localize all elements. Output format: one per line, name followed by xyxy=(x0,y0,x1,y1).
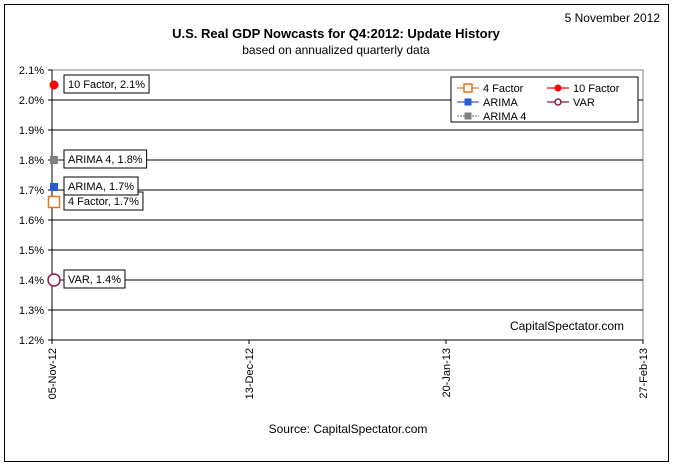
data-label-box xyxy=(63,74,150,94)
watermark: CapitalSpectator.com xyxy=(510,319,624,333)
legend-marker xyxy=(463,83,473,93)
data-label: 10 Factor, 2.1% xyxy=(68,79,145,91)
data-label-box xyxy=(63,149,148,169)
y-tick-label: 2.1% xyxy=(19,65,44,77)
data-label: 4 Factor, 1.7% xyxy=(68,196,139,208)
legend-marker xyxy=(554,98,562,106)
legend-label: ARIMA 4 xyxy=(483,111,526,123)
chart-title: U.S. Real GDP Nowcasts for Q4:2012: Upda… xyxy=(172,26,501,41)
legend-marker xyxy=(464,98,472,106)
data-point xyxy=(49,80,59,90)
y-tick-label: 1.5% xyxy=(19,245,44,257)
x-tick-label: 27-Feb-13 xyxy=(638,348,650,399)
x-tick-label: 13-Dec-12 xyxy=(244,348,256,399)
y-tick-label: 1.3% xyxy=(19,305,44,317)
legend-label: ARIMA xyxy=(483,97,519,109)
legend-label: 4 Factor xyxy=(483,83,524,95)
x-tick-label: 05-Nov-12 xyxy=(47,348,59,399)
y-tick-label: 1.8% xyxy=(19,155,44,167)
y-tick-label: 1.2% xyxy=(19,335,44,347)
date-stamp: 5 November 2012 xyxy=(565,11,661,25)
y-tick-label: 1.6% xyxy=(19,215,44,227)
x-axis: 05-Nov-12 13-Dec-12 20-Jan-13 27-Feb-13 xyxy=(47,340,650,399)
data-label: VAR, 1.4% xyxy=(68,274,121,286)
x-tick-label: 20-Jan-13 xyxy=(441,348,453,398)
data-point xyxy=(50,156,58,164)
y-axis: 1.2% 1.3% 1.4% 1.5% 1.6% 1.7% 1.8% 1.9% 2.0% 2.1% xyxy=(19,65,52,347)
data-point xyxy=(47,273,61,287)
legend-label: VAR xyxy=(573,97,595,109)
data-label: ARIMA, 1.7% xyxy=(68,181,134,193)
chart-subtitle: based on annualized quarterly data xyxy=(242,43,430,57)
legend-label: 10 Factor xyxy=(573,83,620,95)
y-tick-label: 1.9% xyxy=(19,125,44,137)
y-tick-label: 2.0% xyxy=(19,95,44,107)
data-label-box xyxy=(63,176,139,196)
data-points xyxy=(47,80,61,287)
legend-box xyxy=(450,76,639,123)
legend-marker xyxy=(554,84,562,92)
data-point xyxy=(50,183,58,191)
data-labels: 4 Factor, 1.7% 10 Factor, 2.1% ARIMA, 1.7%… xyxy=(63,74,150,289)
y-tick-label: 1.7% xyxy=(19,185,44,197)
legend: 4 Factor 10 Factor ARIMA VAR ARIMA 4 xyxy=(450,76,639,123)
legend-marker xyxy=(464,112,472,120)
data-label-box xyxy=(63,269,126,289)
data-label: ARIMA 4, 1.8% xyxy=(68,154,143,166)
y-tick-label: 1.4% xyxy=(19,275,44,287)
data-point xyxy=(47,195,61,209)
source-note: Source: CapitalSpectator.com xyxy=(269,422,428,436)
